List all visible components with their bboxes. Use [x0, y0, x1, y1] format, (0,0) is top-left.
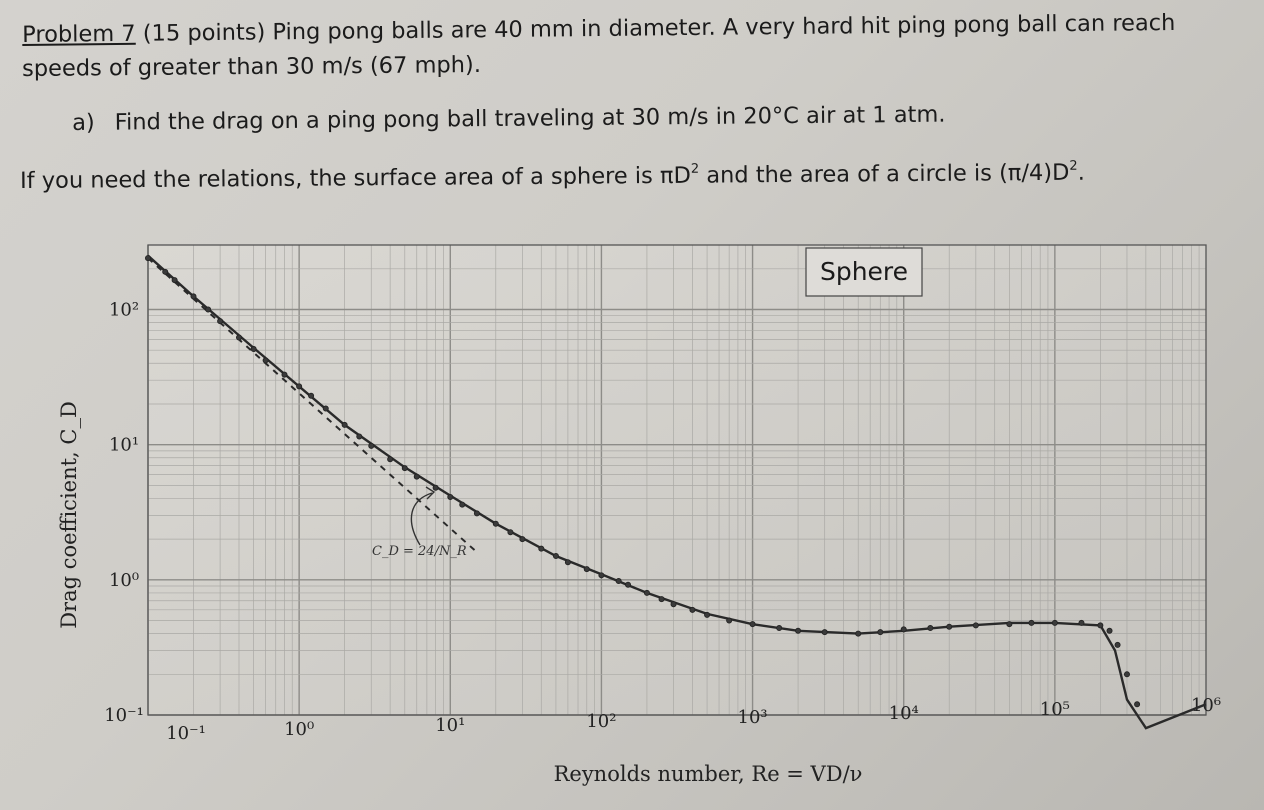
data-point [1006, 621, 1013, 628]
x-axis-label: Reynolds number, Re = VD/ν [554, 762, 863, 786]
data-point [749, 621, 756, 628]
relations-end: . [1077, 159, 1085, 186]
x-tick-label: 10⁻¹ [166, 723, 206, 744]
sphere-exponent: 2 [690, 161, 700, 177]
data-point [670, 601, 677, 608]
data-point [368, 442, 375, 449]
data-point [726, 617, 733, 624]
data-point [625, 581, 632, 588]
data-point [401, 465, 408, 472]
y-tick-labels: 10⁻¹ 10⁰ 10¹ 10² [104, 299, 144, 726]
y-tick-label: 10⁻¹ [104, 705, 144, 726]
data-point [144, 255, 151, 262]
part-a-label: a) [72, 109, 95, 136]
data-point [459, 501, 466, 508]
problem-label: Problem 7 [22, 20, 136, 48]
data-point [877, 629, 884, 636]
data-point [552, 553, 559, 560]
annotation-label: C_D = 24/N_R [372, 544, 467, 559]
y-tick-label: 10⁰ [109, 570, 139, 591]
data-point [190, 293, 197, 300]
data-point [432, 484, 439, 491]
data-point [689, 606, 696, 613]
data-point [1123, 671, 1130, 678]
data-point [615, 578, 622, 585]
circle-exponent: 2 [1069, 158, 1078, 174]
title-box [805, 247, 923, 297]
y-tick-label: 10² [109, 299, 139, 320]
plot-background [148, 245, 1206, 715]
relations-part1: If you need the relations, the surface a… [20, 162, 691, 194]
data-point [413, 473, 420, 480]
data-point [341, 421, 348, 428]
data-point [776, 625, 783, 632]
data-point [564, 559, 571, 566]
data-point [1106, 627, 1113, 634]
data-point [1078, 619, 1085, 626]
x-tick-labels: 10⁻¹ 10⁰ 10¹ 10² 10³ 10⁴ 10⁵ 10⁶ [166, 695, 1221, 744]
problem-text-line2: speeds of greater than 30 m/s (67 mph). [22, 51, 482, 82]
data-points [144, 255, 1141, 708]
data-point [1114, 641, 1121, 648]
data-point [598, 572, 605, 579]
data-point [927, 625, 934, 632]
data-point [322, 405, 329, 412]
data-point [855, 630, 862, 637]
data-point [262, 357, 269, 364]
data-point [643, 589, 650, 596]
data-point [900, 626, 907, 633]
relations-part2: and the area of a circle is (π/4)D [699, 159, 1070, 189]
x-tick-label: 10⁵ [1040, 699, 1070, 720]
y-tick-label: 10¹ [109, 435, 139, 456]
data-point [171, 277, 178, 284]
x-tick-label: 10⁰ [284, 719, 314, 740]
data-point [473, 510, 480, 517]
data-point [704, 611, 711, 618]
y-axis-label: Drag coefficient, C_D [57, 401, 81, 629]
data-point [658, 596, 665, 603]
x-tick-label: 10⁴ [889, 703, 919, 724]
relations-note: If you need the relations, the surface a… [20, 158, 1085, 194]
data-point [1134, 701, 1141, 708]
data-point [972, 622, 979, 629]
data-point [1051, 619, 1058, 626]
data-point [519, 536, 526, 543]
data-point [583, 566, 590, 573]
problem-statement-line1: Problem 7 (15 points) Ping pong balls ar… [22, 1, 1242, 56]
data-point [538, 545, 545, 552]
x-tick-label: 10³ [738, 707, 768, 728]
data-point [1097, 622, 1104, 629]
data-point [162, 268, 169, 275]
chart-title: Sphere [820, 257, 908, 286]
problem-text-line1: (15 points) Ping pong balls are 40 mm in… [135, 9, 1176, 47]
annotation-arrowhead [425, 486, 436, 500]
data-point [296, 383, 303, 390]
data-point [492, 520, 499, 527]
part-a: a) Find the drag on a ping pong ball trav… [72, 102, 946, 136]
plot-frame [147, 244, 1207, 716]
annotation-arrow [410, 492, 433, 546]
data-point [356, 433, 363, 440]
data-point [821, 629, 828, 636]
data-point [795, 627, 802, 634]
stokes-dashed-line [147, 257, 478, 553]
data-point [217, 318, 224, 325]
data-point [387, 456, 394, 463]
data-point [507, 529, 514, 536]
data-point [1028, 619, 1035, 626]
data-point [946, 623, 953, 630]
grid [147, 244, 1206, 716]
part-a-text: Find the drag on a ping pong ball travel… [114, 101, 946, 136]
data-point [205, 306, 212, 313]
data-point [250, 346, 257, 353]
data-point [281, 371, 288, 378]
data-point [447, 494, 454, 501]
data-point [235, 334, 242, 341]
data-point [308, 392, 315, 399]
x-tick-label: 10² [586, 711, 616, 732]
x-tick-label: 10¹ [435, 715, 465, 736]
